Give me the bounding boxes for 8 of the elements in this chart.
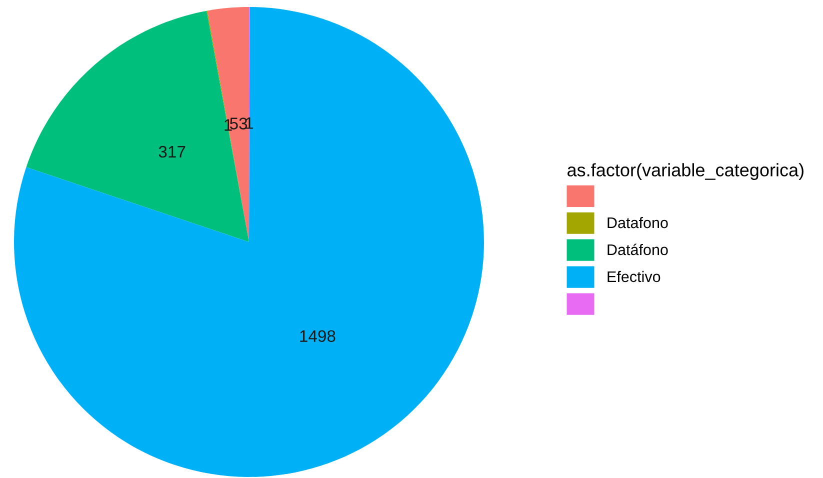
data-label: 1498 — [300, 330, 336, 342]
data-label: 53 — [230, 118, 248, 130]
data-label: 317 — [158, 146, 186, 158]
legend-label: Efectivo — [608, 270, 660, 282]
data-label: 1 — [246, 117, 254, 129]
legend-title: as.factor(variable_categorica) — [568, 163, 804, 180]
legend-label: Datafono — [608, 216, 668, 228]
legend-label: Datáfono — [608, 244, 668, 256]
